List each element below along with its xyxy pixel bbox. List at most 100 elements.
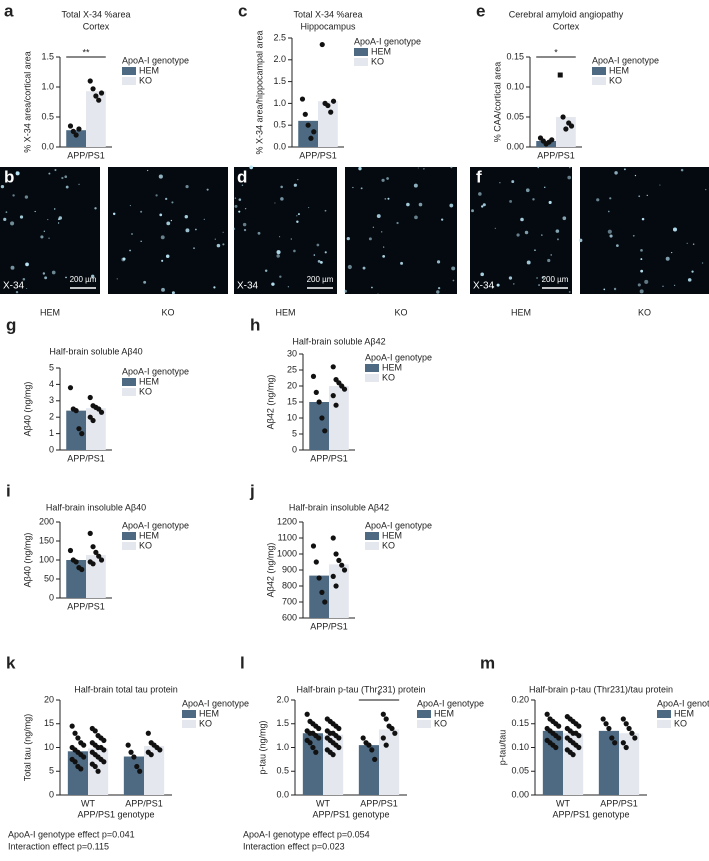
legend-title: ApoA-I genotype bbox=[122, 520, 189, 530]
micrograph-speck bbox=[541, 234, 543, 236]
x-tick-label: APP/PS1 bbox=[310, 621, 348, 631]
legend-label: KO bbox=[382, 372, 395, 382]
micrograph-speck bbox=[513, 283, 515, 285]
x-tick-label: APP/PS1 bbox=[67, 150, 105, 160]
micrograph-speck bbox=[603, 288, 606, 291]
micrograph-speck bbox=[26, 287, 28, 289]
micrograph-speck bbox=[541, 276, 544, 279]
data-point bbox=[304, 711, 310, 717]
y-axis-label: p-tau (ng/mg) bbox=[257, 720, 267, 774]
data-point bbox=[322, 428, 328, 434]
micrograph-speck bbox=[639, 289, 644, 294]
legend-swatch bbox=[122, 388, 136, 396]
data-point bbox=[307, 740, 313, 746]
micrograph-speck bbox=[155, 194, 158, 197]
micrograph-speck bbox=[122, 257, 126, 261]
panel-letter: k bbox=[6, 653, 16, 672]
chart-title: Half-brain soluble Aβ40 bbox=[49, 346, 142, 356]
panel-letter: l bbox=[240, 653, 245, 672]
y-tick-label: 1.0 bbox=[273, 98, 286, 108]
micrograph-speck bbox=[638, 195, 641, 198]
y-tick-label: 800 bbox=[282, 580, 297, 590]
data-point bbox=[67, 385, 74, 391]
micrograph-speck bbox=[241, 184, 244, 187]
legend-swatch bbox=[417, 720, 431, 728]
data-point bbox=[576, 744, 582, 751]
panel-letter: c bbox=[238, 1, 247, 20]
condition-label: HEM bbox=[276, 307, 296, 317]
legend-label: HEM bbox=[382, 362, 402, 372]
data-point bbox=[629, 730, 635, 736]
micrograph-speck bbox=[562, 216, 567, 221]
y-tick-label: 0.0 bbox=[276, 789, 289, 799]
y-tick-label: 5 bbox=[49, 766, 54, 776]
micrograph-speck bbox=[423, 168, 425, 170]
micrograph-speck bbox=[48, 237, 50, 239]
bar bbox=[302, 733, 323, 795]
micrograph-speck bbox=[296, 220, 299, 224]
micrograph-speck bbox=[616, 244, 619, 248]
y-tick-label: 10 bbox=[287, 412, 297, 422]
x-tick-label: APP/PS1 bbox=[299, 150, 337, 160]
micrograph-speck bbox=[550, 254, 552, 256]
x-tick-label: APP/PS1 bbox=[67, 601, 105, 611]
micrograph-speck bbox=[396, 221, 399, 225]
x-tick-label: APP/PS1 bbox=[600, 798, 638, 808]
y-tick-label: 50 bbox=[44, 573, 54, 583]
micrograph-speck bbox=[347, 264, 352, 270]
micrograph-speck bbox=[640, 258, 643, 261]
legend-title: ApoA-I genotype bbox=[365, 520, 432, 530]
bar bbox=[66, 130, 86, 147]
micrograph-speck bbox=[234, 204, 238, 208]
micrograph-speck bbox=[53, 208, 56, 210]
micrograph-speck bbox=[324, 251, 327, 254]
legend-label: HEM bbox=[139, 530, 159, 540]
micrograph-speck bbox=[368, 237, 372, 241]
micrograph-speck bbox=[450, 166, 453, 169]
data-point bbox=[560, 114, 566, 120]
data-point bbox=[544, 711, 550, 717]
y-tick-label: 100 bbox=[39, 554, 54, 564]
micrograph-speck bbox=[644, 279, 649, 284]
legend-label: KO bbox=[139, 386, 152, 396]
data-point bbox=[612, 740, 618, 746]
data-point bbox=[137, 768, 143, 774]
x-axis-label: APP/PS1 genotype bbox=[552, 809, 629, 819]
micrograph-speck bbox=[51, 270, 56, 275]
micrograph-speck bbox=[78, 183, 80, 186]
micrograph-speck bbox=[147, 169, 149, 172]
micrograph-speck bbox=[54, 169, 57, 172]
micrograph-speck bbox=[665, 256, 670, 261]
bar bbox=[86, 91, 106, 147]
panel-letter: e bbox=[476, 1, 485, 20]
data-point bbox=[316, 399, 322, 405]
micrograph-speck bbox=[222, 243, 225, 246]
micrograph-speck bbox=[371, 286, 373, 289]
legend-label: KO bbox=[139, 540, 152, 550]
stain-label: X-34 bbox=[237, 281, 259, 292]
panel-letter: j bbox=[249, 481, 255, 500]
y-tick-label: 4 bbox=[49, 379, 54, 389]
micrograph-speck bbox=[520, 217, 524, 222]
micrograph-speck bbox=[436, 290, 440, 294]
data-point bbox=[69, 723, 75, 729]
scale-bar-label: 200 µm bbox=[70, 275, 97, 284]
y-tick-label: 2.0 bbox=[273, 54, 286, 64]
data-point bbox=[570, 752, 576, 758]
micrograph-speck bbox=[244, 208, 247, 210]
micrograph-speck bbox=[452, 279, 455, 282]
bar bbox=[329, 564, 349, 618]
micrograph-speck bbox=[129, 249, 131, 252]
micrograph-speck bbox=[556, 238, 559, 241]
bar bbox=[298, 120, 318, 147]
condition-label: HEM bbox=[511, 307, 531, 317]
micrograph-speck bbox=[42, 272, 46, 275]
data-point bbox=[313, 559, 319, 565]
data-point bbox=[319, 415, 325, 421]
legend-swatch bbox=[122, 542, 136, 550]
y-tick-label: 3 bbox=[49, 395, 54, 405]
micrograph-speck bbox=[662, 285, 664, 287]
data-point bbox=[609, 735, 615, 741]
data-point bbox=[90, 86, 96, 92]
data-point bbox=[576, 723, 582, 729]
